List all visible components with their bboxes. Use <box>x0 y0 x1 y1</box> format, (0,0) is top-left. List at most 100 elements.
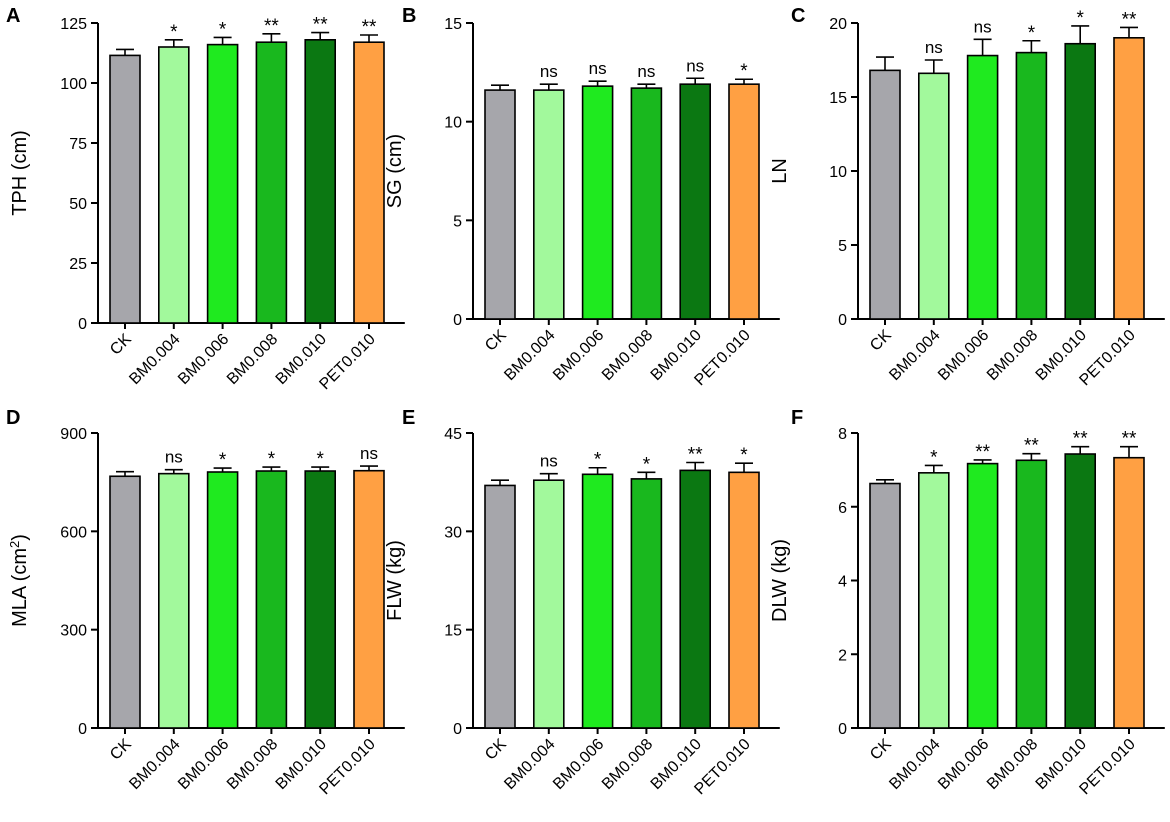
x-tick-label: BM0.008 <box>599 736 656 793</box>
bar-bm0008 <box>255 470 288 729</box>
panel-letter: B <box>402 5 416 27</box>
bar-pet0010 <box>1113 456 1145 729</box>
bar-bm0008 <box>630 87 663 320</box>
x-tick-label: BM0.004 <box>126 331 183 388</box>
bar-bm0010 <box>304 38 337 324</box>
significance-label: ns <box>165 448 183 467</box>
panel-e: E FLW (kg) 0 15 30 45 CK ns BM0.004 * BM0.006 * BM0.… <box>384 407 780 798</box>
significance-label: * <box>219 19 227 40</box>
y-tick-label: 5 <box>453 213 462 230</box>
y-tick-label: 50 <box>69 196 87 213</box>
x-tick-label: BM0.006 <box>550 736 607 793</box>
significance-label: ** <box>264 16 279 37</box>
y-axis-label: TPH (cm) <box>9 130 31 216</box>
significance-label: * <box>316 449 324 470</box>
panel-letter: C <box>791 5 805 27</box>
y-tick-label: 100 <box>60 76 87 93</box>
x-tick-label: BM0.008 <box>224 736 281 793</box>
y-tick-label: 10 <box>829 164 847 181</box>
bar-bm0006 <box>966 462 999 729</box>
y-axis-label-suffix: ) <box>9 534 31 541</box>
panel-letter: A <box>6 5 20 27</box>
bar-bm0010 <box>679 469 712 729</box>
y-axis-label-text: SG (cm) <box>384 134 406 208</box>
x-tick-label: BM0.004 <box>501 736 558 793</box>
x-tick-label: BM0.008 <box>599 327 656 384</box>
y-tick-label: 600 <box>60 524 87 541</box>
bar-ck <box>484 89 516 320</box>
significance-label: * <box>643 454 651 475</box>
y-tick-label: 75 <box>69 136 87 153</box>
panel-b: B SG (cm) 0 5 10 15 CK ns BM0.004 ns BM0.006 ns BM0.… <box>384 5 780 389</box>
bar-bm0006 <box>206 471 239 729</box>
bar-pet0010 <box>353 469 385 729</box>
bar-bm0004 <box>158 46 190 324</box>
significance-label: ** <box>1122 9 1137 30</box>
y-axis-label: DLW (kg) <box>769 539 791 622</box>
x-tick-label: BM0.008 <box>984 736 1041 793</box>
y-tick-label: 900 <box>60 426 87 443</box>
significance-label: * <box>930 447 938 468</box>
panel-a: A TPH (cm) 0 25 50 75 100 125 CK * BM0.004 * BM0.006… <box>6 5 405 393</box>
y-axis-label: LN <box>769 158 791 184</box>
x-tick-label: BM0.004 <box>501 327 558 384</box>
x-tick-label: BM0.006 <box>935 327 992 384</box>
y-tick-label: 45 <box>444 426 462 443</box>
bar-bm0008 <box>255 41 288 324</box>
significance-label: ns <box>686 56 704 75</box>
significance-label: * <box>268 449 276 470</box>
y-tick-label: 2 <box>838 647 847 664</box>
y-axis-label: SG (cm) <box>384 134 406 208</box>
significance-label: * <box>219 450 227 471</box>
significance-label: ** <box>1024 436 1039 457</box>
bar-ck <box>109 475 141 729</box>
y-axis-label-text: LN <box>769 158 791 184</box>
y-tick-label: 20 <box>829 16 847 33</box>
y-axis-label-text: MLA (cm <box>9 548 31 627</box>
y-tick-label: 30 <box>444 524 462 541</box>
significance-label: ** <box>975 442 990 463</box>
bar-pet0010 <box>728 83 760 320</box>
y-tick-label: 15 <box>444 623 462 640</box>
panel-letter: E <box>402 407 415 429</box>
bar-bm0008 <box>1015 459 1048 729</box>
significance-label: ** <box>362 17 377 38</box>
significance-label: * <box>594 450 602 471</box>
x-tick-label: CK <box>867 327 895 355</box>
bar-bm0008 <box>630 478 663 729</box>
x-tick-label: CK <box>107 736 135 764</box>
bar-ck <box>869 69 901 320</box>
y-tick-label: 4 <box>838 574 847 591</box>
y-tick-label: 25 <box>69 256 87 273</box>
bar-ck <box>869 482 901 729</box>
significance-label: * <box>740 61 748 82</box>
panel-letter: D <box>6 407 20 429</box>
y-axis-label-text: TPH (cm) <box>9 130 31 216</box>
significance-label: ns <box>360 444 378 463</box>
significance-label: ns <box>925 38 943 57</box>
significance-label: ns <box>540 62 558 81</box>
x-tick-label: BM0.006 <box>935 736 992 793</box>
y-axis-label: FLW (kg) <box>384 540 406 621</box>
bar-ck <box>109 54 141 324</box>
y-tick-label: 0 <box>838 721 847 738</box>
y-tick-label: 300 <box>60 623 87 640</box>
y-tick-label: 0 <box>78 316 87 333</box>
bar-bm0004 <box>158 472 190 729</box>
bar-bm0006 <box>966 54 999 320</box>
y-tick-label: 15 <box>444 16 462 33</box>
x-tick-label: CK <box>107 331 135 359</box>
x-tick-label: BM0.006 <box>175 331 232 388</box>
significance-label: ns <box>974 17 992 36</box>
significance-label: * <box>1076 8 1084 29</box>
y-tick-label: 125 <box>60 16 87 33</box>
bar-bm0004 <box>532 479 565 729</box>
x-tick-label: CK <box>482 327 510 355</box>
bar-bm0010 <box>1064 42 1096 320</box>
bar-bm0004 <box>917 72 950 320</box>
y-tick-label: 15 <box>829 90 847 107</box>
x-tick-label: CK <box>867 736 895 764</box>
x-tick-label: BM0.008 <box>984 327 1041 384</box>
bar-pet0010 <box>1113 36 1145 320</box>
